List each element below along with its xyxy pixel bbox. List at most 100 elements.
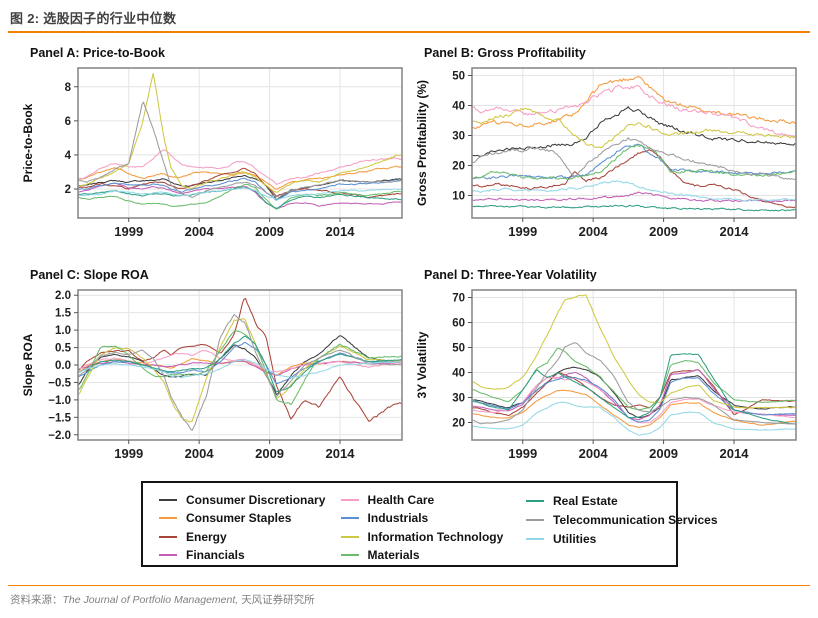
panel-a-title: Panel A: Price-to-Book bbox=[30, 46, 165, 60]
source-note: 资料来源：The Journal of Portfolio Management… bbox=[10, 592, 315, 607]
panel-d-chart: 20 30 40 50 60 70 1999 2004 2009 2014 3Y Volatilit… bbox=[415, 289, 797, 461]
series-line-industrials bbox=[78, 177, 402, 201]
series-line-telecommunication_services bbox=[472, 342, 796, 425]
panel-a: Panel A: Price-to-Book 2 4 6 8 1999 2004 2009 2… bbox=[16, 46, 412, 258]
series-line-health_care bbox=[78, 149, 402, 185]
legend-label: Financials bbox=[186, 547, 245, 562]
source-institute: 天风证券研究所 bbox=[241, 594, 315, 606]
x-tick-label: 1999 bbox=[114, 446, 143, 461]
legend-swatch-materials bbox=[340, 553, 359, 556]
series-line-materials bbox=[472, 144, 796, 181]
legend-item-consumer_discretionary: Consumer Discretionary bbox=[159, 492, 341, 508]
y-tick-label: 1.5 bbox=[55, 308, 72, 320]
panel-a-chart: 2 4 6 8 1999 2004 2009 2014 Price-to-Book bbox=[21, 67, 403, 239]
x-tick-label: 2009 bbox=[255, 446, 284, 461]
source-prefix: 资料来源： bbox=[10, 594, 63, 606]
legend-label: Consumer Staples bbox=[186, 511, 292, 526]
series-line-utilities bbox=[78, 359, 402, 379]
legend-label: Information Technology bbox=[367, 529, 504, 544]
x-tick-label: 2004 bbox=[579, 446, 609, 461]
y-tick-label: 0.0 bbox=[55, 360, 71, 372]
legend-item-real_estate: Real Estate bbox=[526, 492, 676, 509]
x-tick-label: 1999 bbox=[508, 446, 537, 461]
legend-swatch-energy bbox=[159, 535, 177, 538]
y-axis-title: 3Y Volatility bbox=[415, 331, 429, 398]
legend-label: Health Care bbox=[367, 493, 435, 508]
legend-item-energy: Energy bbox=[159, 529, 341, 545]
series-line-financials bbox=[78, 360, 402, 377]
series-line-financials bbox=[472, 191, 796, 203]
panel-b-title: Panel B: Gross Profitability bbox=[424, 46, 586, 60]
y-tick-label: 40 bbox=[452, 101, 465, 113]
series-line-consumer_staples bbox=[78, 165, 402, 190]
figure-title: 图 2: 选股因子的行业中位数 bbox=[10, 11, 177, 26]
series-line-utilities bbox=[472, 401, 796, 436]
series-line-energy bbox=[472, 149, 796, 209]
series-line-telecommunication_services bbox=[472, 137, 796, 181]
series-line-consumer_staples bbox=[472, 76, 796, 130]
panel-d: Panel D: Three-Year Volatility 20 30 40 50 6… bbox=[410, 268, 806, 480]
legend-item-telecommunication_services: Telecommunication Services bbox=[526, 511, 718, 528]
legend-item-industrials: Industrials bbox=[340, 510, 526, 526]
x-tick-label: 2014 bbox=[326, 224, 356, 239]
y-tick-label: 8 bbox=[65, 82, 72, 94]
x-tick-label: 1999 bbox=[114, 224, 143, 239]
y-tick-label: 0.5 bbox=[55, 343, 72, 355]
y-tick-label: 20 bbox=[452, 418, 465, 430]
y-tick-label: 40 bbox=[452, 368, 465, 380]
panel-b-chart: 10 20 30 40 50 1999 2004 2009 2014 Gross Profitab… bbox=[415, 67, 797, 239]
legend-label: Energy bbox=[186, 529, 227, 544]
legend-label: Telecommunication Services bbox=[553, 512, 718, 527]
legend-swatch-industrials bbox=[340, 517, 359, 520]
panel-d-title: Panel D: Three-Year Volatility bbox=[424, 268, 597, 282]
series-line-utilities bbox=[78, 186, 402, 200]
x-tick-label: 1999 bbox=[508, 224, 537, 239]
y-tick-label: 1.0 bbox=[55, 325, 71, 337]
legend-label: Materials bbox=[367, 547, 420, 562]
legend-label: Utilities bbox=[553, 531, 597, 546]
x-tick-label: 2014 bbox=[326, 446, 356, 461]
y-tick-label: −1.5 bbox=[48, 412, 71, 424]
plot-border bbox=[471, 289, 797, 441]
legend-item-consumer_staples: Consumer Staples bbox=[159, 510, 341, 526]
y-tick-label: 6 bbox=[65, 116, 71, 128]
y-axis-title: Gross Profitability (%) bbox=[415, 80, 429, 206]
x-tick-label: 2004 bbox=[185, 224, 215, 239]
y-tick-label: 4 bbox=[65, 150, 72, 162]
y-tick-label: 2 bbox=[65, 184, 71, 196]
series-line-telecommunication_services bbox=[78, 101, 402, 198]
series-line-materials bbox=[78, 183, 402, 210]
series-line-real_estate bbox=[78, 335, 402, 393]
title-divider-line bbox=[8, 31, 810, 33]
series-line-health_care bbox=[472, 84, 796, 138]
y-tick-label: 70 bbox=[452, 293, 465, 305]
series-line-information_technology bbox=[78, 72, 402, 193]
series-line-information_technology bbox=[472, 107, 796, 149]
x-tick-label: 2009 bbox=[255, 224, 284, 239]
legend-item-health_care: Health Care bbox=[340, 492, 526, 508]
legend: Consumer Discretionary Consumer Staples En… bbox=[141, 481, 718, 567]
series-line-telecommunication_services bbox=[78, 313, 402, 431]
legend-column: Consumer Discretionary Consumer Staples En… bbox=[159, 492, 341, 565]
series-line-information_technology bbox=[78, 318, 402, 423]
legend-column: Real Estate Telecommunication Services Uti… bbox=[526, 492, 718, 565]
series-line-real_estate bbox=[472, 204, 796, 212]
series-line-real_estate bbox=[78, 186, 402, 209]
x-tick-label: 2004 bbox=[185, 446, 215, 461]
legend-label: Industrials bbox=[367, 511, 429, 526]
x-tick-label: 2004 bbox=[579, 224, 609, 239]
series-line-consumer_discretionary bbox=[78, 335, 402, 395]
legend-swatch-real_estate bbox=[526, 499, 544, 502]
legend-swatch-health_care bbox=[340, 499, 359, 502]
y-tick-label: 50 bbox=[452, 71, 465, 83]
x-tick-label: 2014 bbox=[720, 224, 750, 239]
y-axis-title: Slope ROA bbox=[21, 333, 35, 396]
legend-swatch-consumer_staples bbox=[159, 517, 177, 520]
source-journal: The Journal of Portfolio Management, bbox=[62, 594, 239, 606]
panel-c-chart: −2.0 −1.5 −1.0 −0.5 0.0 0.5 1.0 1.5 2.0 1999 2004 2… bbox=[21, 289, 403, 461]
y-tick-label: 50 bbox=[452, 343, 465, 355]
y-tick-label: 30 bbox=[452, 393, 465, 405]
series-line-consumer_discretionary bbox=[472, 106, 796, 157]
series-line-consumer_staples bbox=[472, 389, 796, 428]
